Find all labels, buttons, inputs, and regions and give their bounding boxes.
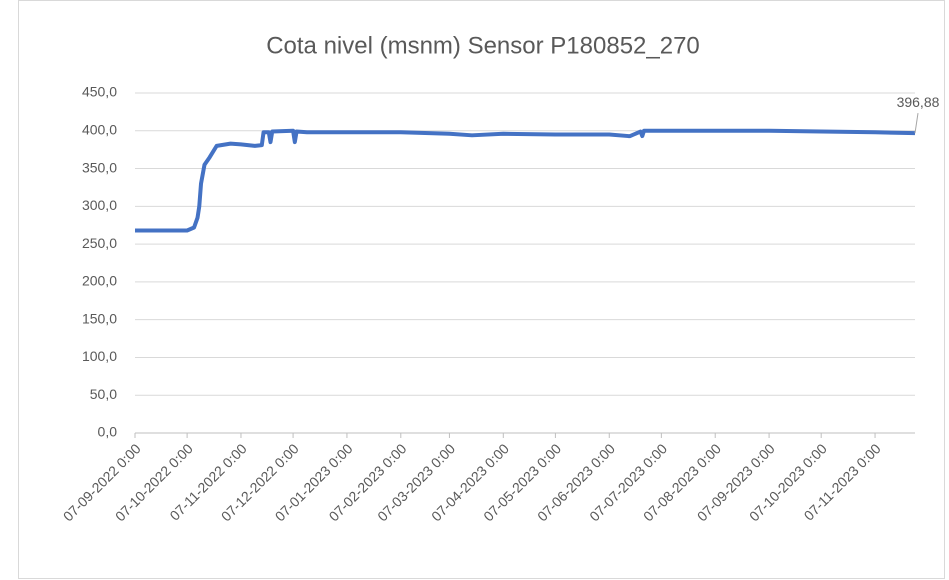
y-tick-label: 250,0 [82,235,117,251]
y-tick-label: 200,0 [82,273,117,289]
y-tick-label: 100,0 [82,348,117,364]
chart-frame [18,0,945,579]
y-tick-label: 150,0 [82,310,117,326]
y-tick-label: 350,0 [82,159,117,175]
y-tick-label: 450,0 [82,84,117,100]
data-label: 396,88 [897,94,940,110]
leader-line [914,113,919,134]
y-tick-label: 50,0 [90,386,117,402]
chart-title: Cota nivel (msnm) Sensor P180852_270 [266,32,700,59]
data-line [135,128,916,233]
y-tick-label: 400,0 [82,121,117,137]
y-tick-label: 300,0 [82,197,117,213]
y-tick-label: 0,0 [98,424,118,440]
